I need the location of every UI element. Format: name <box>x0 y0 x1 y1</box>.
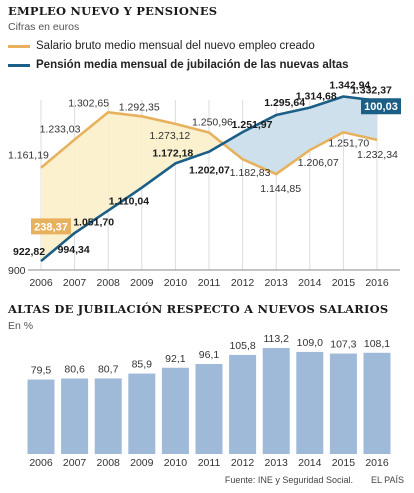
x-tick-label: 2012 <box>231 457 255 469</box>
gap-badge-label-2016: 100,03 <box>364 101 398 113</box>
series-line-pension <box>40 95 378 263</box>
y-tick-label: 900 <box>8 265 26 277</box>
bar-value-label: 92,1 <box>165 353 186 365</box>
chart-title-1: EMPLEO NUEVO Y PENSIONES <box>8 4 218 18</box>
x-tick-label: 2011 <box>198 457 221 469</box>
gap-fill-segment <box>209 132 223 152</box>
legend-swatch-pension <box>8 63 30 67</box>
data-label-salary: 1.302,65 <box>68 97 109 109</box>
data-label-pension: 1.172,18 <box>152 147 193 159</box>
x-tick-label: 2007 <box>63 277 87 289</box>
data-label-pension: 1.251,97 <box>232 119 273 131</box>
bar-value-label: 108,1 <box>364 338 390 350</box>
bar-value-label: 113,2 <box>263 333 289 345</box>
data-label-pension: 1.332,37 <box>351 85 392 97</box>
source-note: Fuente: INE y Seguridad Social. <box>224 475 353 485</box>
data-label-pension: 1.110,04 <box>109 196 149 208</box>
data-label-pension: 1.295,64 <box>264 97 305 109</box>
footer: Fuente: INE y Seguridad Social. EL PAÍS <box>225 475 404 485</box>
x-tick-label: 2006 <box>29 277 53 289</box>
bar-2010 <box>161 367 189 454</box>
bar-value-label: 109,0 <box>297 337 323 349</box>
x-tick-label: 2014 <box>298 457 322 469</box>
x-tick-label: 2009 <box>130 277 154 289</box>
gap-fill-segment <box>309 96 344 151</box>
data-label-salary: 1.250,96 <box>192 117 233 129</box>
data-label-pension: 1.051,70 <box>73 217 114 229</box>
legend-item-salary: Salario bruto medio mensual del nuevo em… <box>8 40 315 52</box>
data-label-salary: 1.144,85 <box>260 183 301 195</box>
data-label-salary: 1.206,07 <box>298 157 339 169</box>
gap-fill-segment <box>222 132 243 160</box>
x-tick-label: 2009 <box>130 457 154 469</box>
series-line-salary <box>40 110 378 176</box>
data-label-pension: 994,34 <box>58 244 90 256</box>
x-tick-label: 2010 <box>164 277 188 289</box>
bar-2016 <box>363 352 391 454</box>
bar-value-label: 85,9 <box>132 359 153 371</box>
x-tick-label: 2011 <box>198 277 221 289</box>
gap-fill-segment <box>108 112 142 211</box>
gap-badge-2016 <box>361 98 401 115</box>
bar-value-label: 105,8 <box>229 340 255 352</box>
gap-fill-segment <box>141 116 176 188</box>
x-tick-label: 2016 <box>365 457 389 469</box>
bar-2011 <box>195 364 223 454</box>
x-tick-label: 2015 <box>332 457 356 469</box>
data-label-pension: 1.342,94 <box>329 80 370 92</box>
x-tick-label: 2016 <box>365 277 389 289</box>
gap-badge-2006 <box>31 218 71 235</box>
gap-badge-label-2006: 238,37 <box>34 221 68 233</box>
data-label-salary: 1.273,12 <box>149 130 190 142</box>
legend-label-pension: Pensión media mensual de jubilación de l… <box>36 59 349 71</box>
x-tick-label: 2010 <box>164 457 188 469</box>
x-tick-label: 2008 <box>97 277 121 289</box>
x-tick-label: 2015 <box>332 277 356 289</box>
x-tick-label: 2012 <box>231 277 255 289</box>
x-tick-label: 2007 <box>63 457 87 469</box>
legend-swatch-salary <box>8 44 30 48</box>
line-chart: 900 1.161,19 1.233,03 1.302,65 1.292,35 1.273… <box>8 80 401 289</box>
data-label-salary: 1.161,19 <box>8 150 49 162</box>
gap-fill-segment <box>242 115 277 175</box>
gap-fill-segment <box>74 112 109 234</box>
bar-value-label: 107,3 <box>330 339 356 351</box>
bar-2006 <box>27 379 55 454</box>
chart-subtitle-2: En % <box>8 320 34 332</box>
chart-subtitle-1: Cifras en euros <box>8 21 80 33</box>
data-label-salary: 1.232,34 <box>357 149 398 161</box>
bar-2015 <box>329 353 357 454</box>
x-tick-label: 2006 <box>29 457 53 469</box>
data-label-salary: 1.292,35 <box>119 101 160 113</box>
x-tick-label: 2013 <box>265 277 289 289</box>
bar-2012 <box>229 354 257 454</box>
data-label-salary: 1.251,70 <box>328 137 369 149</box>
brand-label: EL PAÍS <box>370 475 404 485</box>
x-tick-label: 2014 <box>298 277 322 289</box>
bar-2013 <box>262 348 290 454</box>
bar-2014 <box>296 351 324 454</box>
x-tick-label: 2013 <box>265 457 289 469</box>
data-label-pension: 1.202,07 <box>189 165 230 177</box>
bar-2007 <box>61 378 89 454</box>
data-label-pension: 1.314,68 <box>296 91 337 103</box>
chart-title-2: ALTAS DE JUBILACIÓN RESPECTO A NUEVOS SA… <box>8 302 389 316</box>
legend-item-pension: Pensión media mensual de jubilación de l… <box>8 59 349 71</box>
bar-value-label: 79,5 <box>31 365 52 377</box>
data-label-salary: 1.233,03 <box>40 124 81 136</box>
bar-2008 <box>94 378 122 454</box>
gap-fill-segment <box>276 107 310 175</box>
x-tick-label: 2008 <box>97 457 121 469</box>
legend-label-salary: Salario bruto medio mensual del nuevo em… <box>36 40 315 52</box>
bar-value-label: 80,7 <box>98 363 119 375</box>
bar-value-label: 80,6 <box>64 364 85 376</box>
data-label-pension: 922,82 <box>13 246 45 258</box>
bar-2009 <box>128 373 156 454</box>
bar-value-label: 96,1 <box>199 349 220 361</box>
data-label-salary: 1.182,83 <box>230 167 271 179</box>
